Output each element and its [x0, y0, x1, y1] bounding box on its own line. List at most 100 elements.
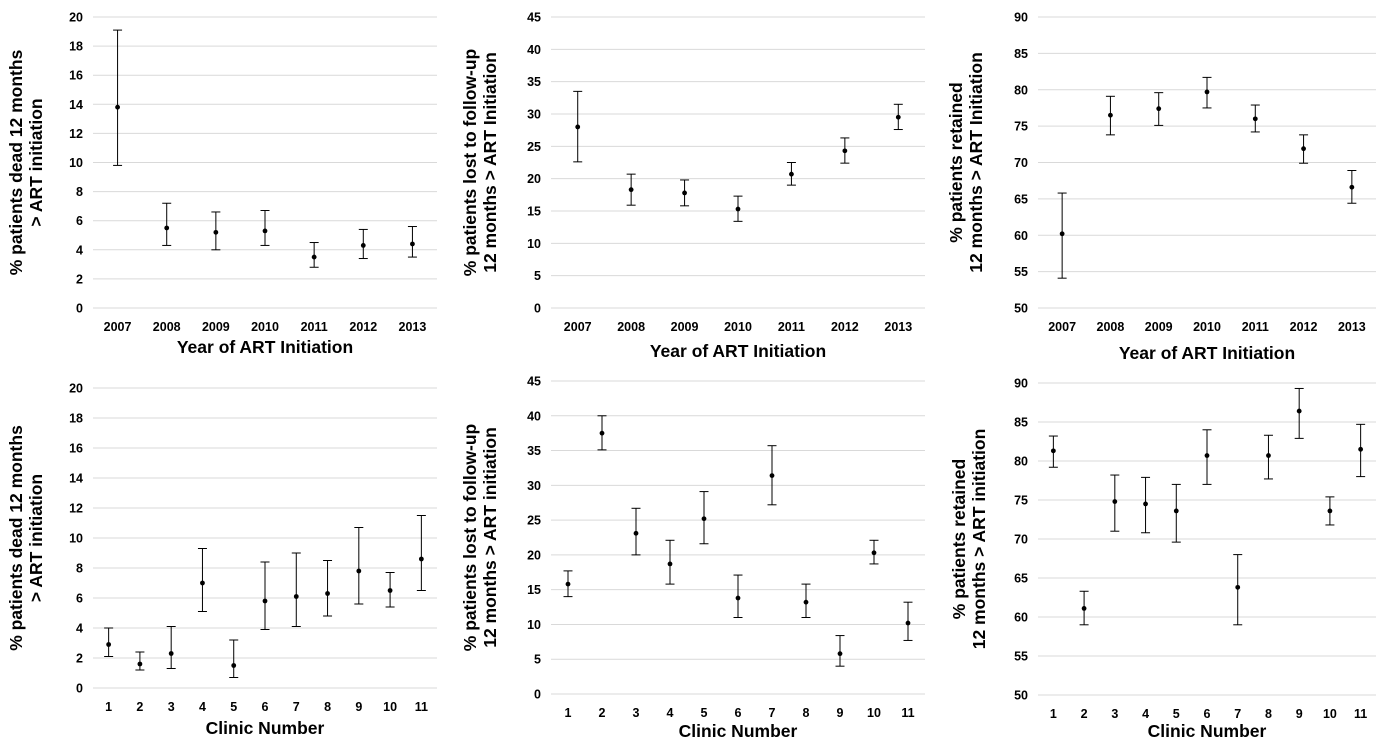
data-point [837, 651, 843, 657]
y-tick-label: 4 [76, 243, 83, 257]
x-tick-label: 6 [262, 700, 269, 714]
y-tick-label: 10 [69, 532, 83, 546]
chart-panel-top-right: 50 55 60 65 70 75 80 85 90 2007 2008 2009 2010 2011 20… [946, 11, 1376, 363]
data-point [1252, 116, 1258, 122]
data-point [200, 580, 205, 586]
x-tick-label: 4 [1142, 707, 1149, 721]
y-axis-title: % patients retained12 months > ART Initi… [946, 52, 986, 273]
y-axis-title-line: % patients retained [946, 82, 966, 242]
x-tick-label: 2011 [301, 320, 328, 334]
data-point [565, 581, 571, 587]
data-point [168, 651, 174, 656]
data-point [628, 187, 634, 193]
data-point [1349, 184, 1355, 190]
data-point [682, 190, 687, 196]
y-tick-label: 10 [527, 237, 541, 251]
y-tick-label: 20 [69, 382, 83, 396]
x-tick-label: 2013 [399, 320, 427, 334]
x-tick-label: 8 [803, 706, 810, 720]
x-tick-label: 2012 [349, 320, 377, 334]
data-point [769, 473, 775, 478]
data-point [871, 550, 877, 556]
x-tick-label: 9 [355, 700, 362, 714]
x-tick-label: 2007 [1048, 320, 1076, 334]
data-point [418, 556, 424, 562]
y-tick-label: 0 [76, 682, 83, 696]
y-tick-label: 65 [1014, 192, 1028, 206]
y-tick-label: 70 [1014, 533, 1028, 547]
y-tick-label: 65 [1014, 572, 1028, 586]
y-tick-label: 60 [1014, 611, 1028, 625]
y-tick-label: 20 [527, 172, 541, 186]
x-tick-label: 2012 [831, 320, 859, 334]
x-tick-label: 8 [324, 700, 331, 714]
y-tick-label: 6 [76, 214, 83, 228]
x-tick-label: 6 [1204, 707, 1211, 721]
y-tick-label: 30 [527, 479, 541, 493]
y-tick-label: 18 [69, 40, 83, 54]
data-point [905, 620, 911, 626]
x-tick-label: 2013 [884, 320, 912, 334]
y-tick-label: 18 [69, 412, 83, 426]
y-axis-title-line: > ART initiation [26, 474, 46, 602]
x-tick-label: 2011 [778, 320, 805, 334]
y-tick-label: 35 [527, 75, 541, 89]
x-tick-label: 8 [1265, 707, 1272, 721]
data-point [360, 243, 366, 248]
y-tick-label: 55 [1014, 265, 1028, 279]
data-point [1108, 112, 1113, 118]
y-axis-title-line: % patients retained [949, 459, 969, 619]
x-tick-label: 2010 [251, 320, 279, 334]
x-tick-label: 5 [701, 706, 708, 720]
data-point [164, 225, 170, 231]
y-tick-label: 0 [76, 302, 83, 316]
x-axis-title: Clinic Number [679, 721, 798, 740]
y-tick-label: 40 [527, 409, 541, 423]
data-point [1050, 448, 1056, 454]
y-tick-label: 50 [1014, 689, 1028, 703]
data-point [735, 206, 741, 212]
y-tick-label: 16 [69, 442, 83, 456]
y-tick-label: 80 [1014, 83, 1028, 97]
x-tick-label: 3 [1111, 707, 1118, 721]
y-tick-label: 2 [76, 652, 83, 666]
x-tick-label: 1 [565, 706, 572, 720]
x-tick-label: 2007 [564, 320, 592, 334]
x-axis-title: Clinic Number [1148, 721, 1267, 740]
y-axis-title: % patients retained12 months > ART initi… [949, 429, 989, 650]
data-point [293, 594, 299, 599]
y-tick-label: 75 [1014, 120, 1028, 134]
x-tick-label: 9 [837, 706, 844, 720]
data-point [356, 568, 362, 574]
x-tick-label: 4 [667, 706, 674, 720]
y-tick-label: 45 [527, 375, 541, 389]
data-point [1112, 499, 1118, 504]
x-axis-title: Clinic Number [206, 718, 325, 738]
data-point [325, 591, 330, 596]
y-tick-label: 10 [69, 156, 83, 170]
x-tick-label: 2008 [617, 320, 645, 334]
chart-panel-bottom-right: 50 55 60 65 70 75 80 85 90 1 2 3 4 5 6 7 8 9 10 11 Clinic Nu… [949, 377, 1376, 740]
x-tick-label: 9 [1296, 707, 1303, 721]
y-tick-label: 14 [69, 472, 83, 486]
data-point [895, 114, 901, 120]
y-axis-title-line: 12 months > ART Initiation [480, 52, 500, 273]
data-point [1301, 146, 1306, 152]
x-tick-label: 2009 [202, 320, 230, 334]
data-point [1081, 606, 1087, 611]
data-point [262, 228, 268, 234]
x-tick-label: 11 [415, 700, 428, 714]
data-point [387, 588, 393, 593]
x-tick-label: 3 [168, 700, 175, 714]
data-point [803, 599, 809, 605]
data-point [842, 148, 848, 154]
data-point [137, 661, 143, 667]
y-axis-title-line: % patients lost to follow-up [460, 424, 480, 651]
x-tick-label: 10 [867, 706, 881, 720]
y-tick-label: 0 [534, 302, 541, 316]
y-axis-title-line: % patients lost to follow-up [460, 49, 480, 276]
y-tick-label: 14 [69, 98, 83, 112]
x-tick-label: 2010 [1193, 320, 1221, 334]
y-tick-label: 4 [76, 622, 83, 636]
